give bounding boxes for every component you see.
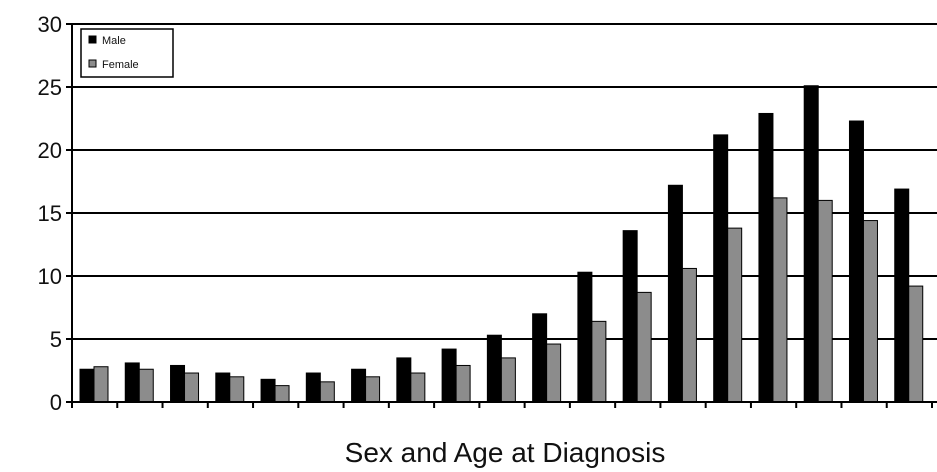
bar-male (803, 85, 819, 403)
bar-female (772, 197, 788, 403)
bar-female (546, 343, 562, 403)
y-tick-label: 25 (38, 75, 62, 100)
bar-female (455, 364, 471, 403)
bar-male (532, 313, 548, 403)
legend-label-male: Male (102, 35, 126, 47)
bar-female (862, 220, 878, 403)
gridlines (72, 23, 937, 340)
bar-male (848, 120, 864, 403)
bar-male (215, 372, 231, 403)
bar-male (260, 378, 276, 403)
bar-female (93, 366, 109, 403)
bars (79, 85, 924, 403)
bar-female (681, 267, 697, 403)
bar-female (229, 376, 245, 403)
bar-female (727, 227, 743, 403)
bar-female (319, 381, 335, 403)
axes (66, 23, 937, 408)
bar-male (713, 134, 729, 403)
bar-male (441, 348, 457, 403)
bar-female (138, 368, 154, 403)
legend-swatch-male (88, 35, 97, 44)
bar-female (274, 385, 290, 403)
bar-female (184, 372, 200, 403)
legend: Male Female (80, 28, 174, 78)
x-axis-label: Sex and Age at Diagnosis (345, 437, 666, 468)
y-tick-label: 30 (38, 12, 62, 37)
tick-labels: 0 5 10 15 20 25 30 (38, 12, 62, 415)
bar-female (365, 376, 381, 403)
bar-male (486, 334, 502, 403)
bar-male (305, 372, 321, 403)
bar-male (396, 357, 412, 403)
y-tick-label: 0 (50, 390, 62, 415)
bar-male (667, 184, 683, 403)
legend-label-female: Female (102, 59, 139, 71)
bar-male (124, 362, 140, 403)
bar-female (410, 372, 426, 403)
bar-female (817, 199, 833, 403)
bar-male (351, 368, 367, 403)
bar-male (79, 368, 95, 403)
y-tick-label: 15 (38, 201, 62, 226)
bar-female (908, 285, 924, 403)
bar-female (500, 357, 516, 403)
bar-male (577, 271, 593, 403)
legend-box (80, 28, 174, 78)
bar-female (636, 291, 652, 403)
bar-male (758, 112, 774, 403)
bar-male (894, 188, 910, 403)
bar-male (170, 364, 186, 403)
bar-male (622, 230, 638, 403)
legend-swatch-female (88, 59, 97, 68)
y-tick-label: 5 (50, 327, 62, 352)
bar-female (591, 320, 607, 403)
y-tick-label: 10 (38, 264, 62, 289)
y-tick-label: 20 (38, 138, 62, 163)
